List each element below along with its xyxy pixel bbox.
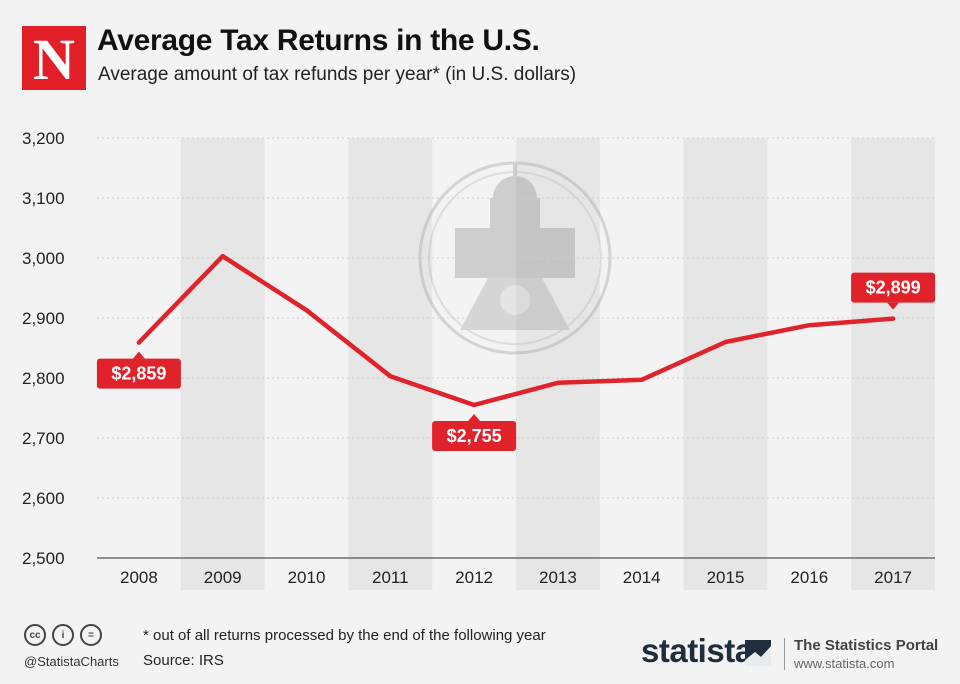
data-label: $2,755 — [447, 426, 502, 446]
statista-brand: statista — [641, 632, 753, 669]
y-tick-label: 2,600 — [22, 489, 65, 508]
data-point — [723, 340, 728, 344]
x-tick-label: 2017 — [874, 568, 912, 587]
x-tick-label: 2009 — [204, 568, 242, 587]
y-tick-label: 2,800 — [22, 369, 65, 388]
statista-logo-icon — [745, 640, 771, 666]
column-band — [851, 138, 935, 590]
data-label-pointer — [887, 302, 900, 310]
x-tick-label: 2013 — [539, 568, 577, 587]
footnote: * out of all returns processed by the en… — [143, 627, 546, 644]
x-tick-label: 2010 — [288, 568, 326, 587]
data-label-box — [96, 358, 181, 389]
newsweek-logo: N — [22, 26, 86, 90]
data-label-pointer — [468, 414, 481, 421]
x-tick-label: 2016 — [790, 568, 828, 587]
x-tick-label: 2012 — [455, 568, 493, 587]
chart-title: Average Tax Returns in the U.S. — [97, 24, 540, 57]
license-icons: cc i = — [24, 624, 102, 646]
y-tick-label: 3,100 — [22, 189, 65, 208]
source-note: Source: IRS — [143, 652, 224, 669]
logo-letter: N — [33, 27, 75, 92]
statista-url: www.statista.com — [794, 656, 895, 671]
column-band — [180, 138, 265, 590]
data-label-pointer — [132, 351, 145, 359]
y-tick-label: 2,700 — [22, 429, 65, 448]
data-label-box — [432, 421, 517, 451]
data-point — [472, 403, 477, 407]
column-band — [683, 138, 768, 590]
no-derivatives-icon: = — [80, 624, 102, 646]
x-tick-label: 2015 — [707, 568, 745, 587]
x-tick-label: 2011 — [372, 568, 409, 587]
data-point — [555, 380, 560, 385]
data-point — [807, 323, 812, 328]
y-tick-label: 2,500 — [22, 549, 65, 568]
data-point — [639, 377, 644, 382]
capitol-watermark-icon — [418, 161, 612, 355]
footer-divider — [784, 638, 785, 670]
data-point — [220, 254, 225, 259]
y-tick-label: 3,000 — [22, 249, 65, 268]
x-tick-label: 2008 — [120, 568, 158, 587]
creative-commons-icon: cc — [24, 624, 46, 646]
column-band — [348, 138, 433, 590]
column-band — [516, 138, 600, 590]
y-tick-label: 3,200 — [22, 129, 65, 148]
x-tick-label: 2014 — [623, 568, 661, 587]
attribution-icon: i — [52, 624, 74, 646]
data-label: $2,899 — [866, 278, 921, 298]
data-point — [304, 308, 309, 313]
data-point — [891, 316, 896, 321]
data-label-box — [851, 272, 936, 303]
series-line — [136, 253, 896, 408]
y-tick-label: 2,900 — [22, 309, 65, 328]
statistics-portal-label: The Statistics Portal — [794, 637, 939, 654]
data-point — [388, 374, 393, 379]
statista-handle: @StatistaCharts — [24, 654, 119, 669]
chart-subtitle: Average amount of tax refunds per year* … — [98, 64, 577, 85]
data-label: $2,859 — [111, 364, 166, 384]
data-point — [136, 340, 141, 345]
